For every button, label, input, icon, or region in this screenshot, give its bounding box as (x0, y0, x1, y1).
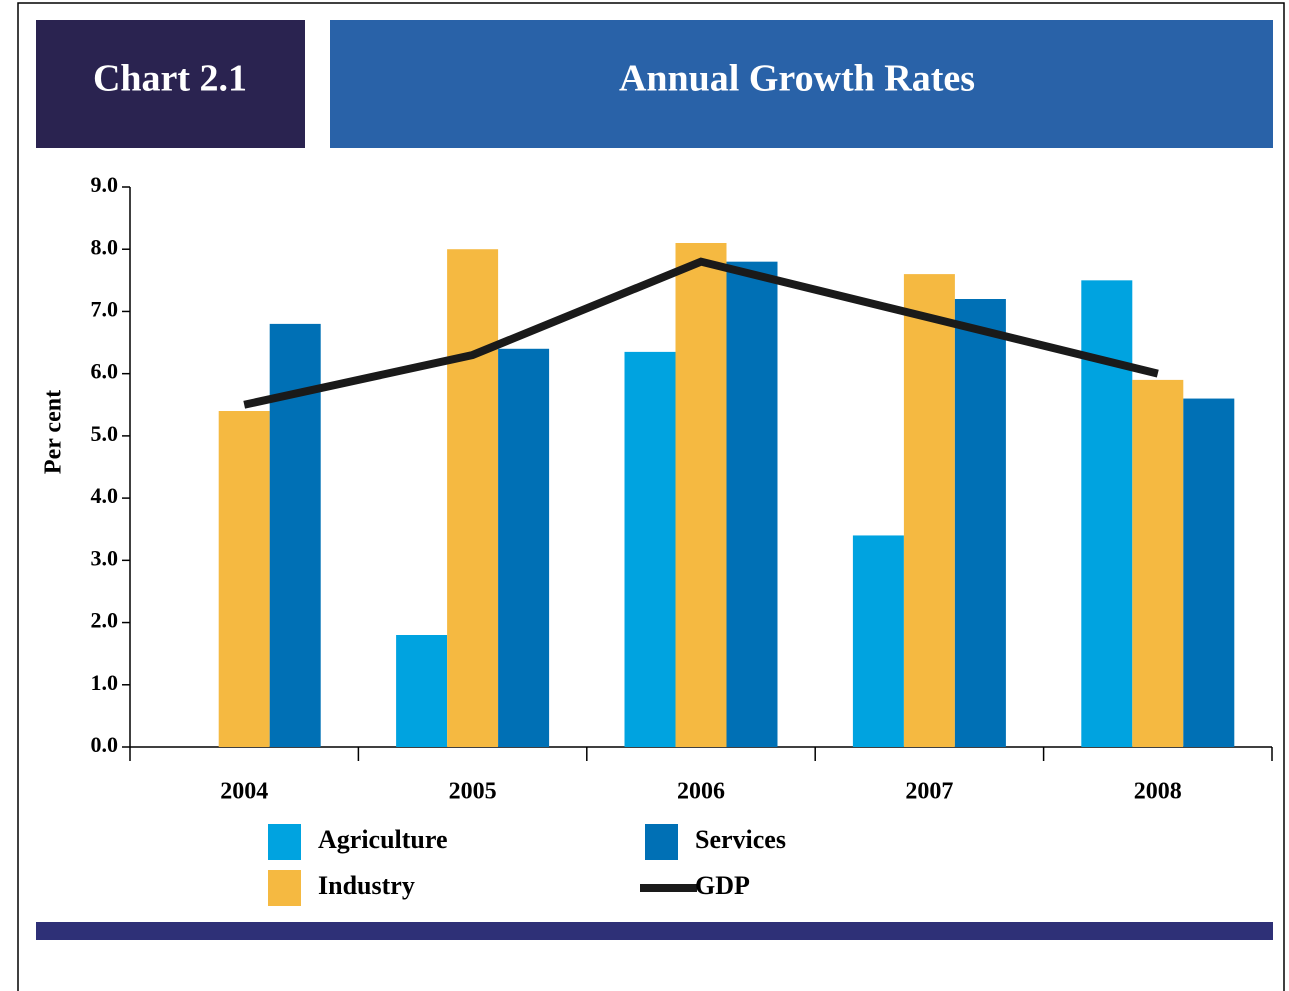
y-tick-label: 3.0 (91, 545, 119, 570)
legend-swatch (645, 824, 678, 860)
y-tick-label: 6.0 (91, 359, 119, 384)
legend-swatch (640, 884, 697, 892)
y-tick-label: 7.0 (91, 296, 119, 321)
x-tick-label: 2005 (449, 779, 497, 805)
y-tick-label: 9.0 (91, 172, 119, 197)
y-tick-label: 0.0 (91, 732, 119, 757)
bar (726, 261, 778, 747)
bar (396, 635, 448, 747)
legend-label: Agriculture (318, 825, 448, 854)
chart-title: Annual Growth Rates (619, 58, 975, 100)
legend-swatch (268, 824, 301, 860)
y-axis-label: Per cent (41, 390, 67, 474)
x-tick-label: 2008 (1134, 779, 1182, 805)
bar (903, 274, 955, 747)
y-tick-label: 5.0 (91, 421, 119, 446)
y-tick-label: 2.0 (91, 608, 119, 633)
bar (1132, 379, 1184, 747)
frame (17, 2, 1285, 991)
y-tick-label: 4.0 (91, 483, 119, 508)
x-tick-label: 2004 (220, 779, 268, 805)
bar (852, 535, 904, 747)
bar (1081, 280, 1133, 747)
bar (1183, 398, 1235, 747)
chart-label: Chart 2.1 (93, 58, 247, 100)
footer-bar (36, 922, 1273, 940)
legend-label: Services (695, 825, 786, 854)
y-tick-label: 1.0 (91, 670, 119, 695)
bar (954, 299, 1006, 747)
bar (218, 411, 270, 747)
line (243, 257, 1159, 409)
title-box (330, 20, 1273, 148)
bar (498, 348, 550, 747)
bar (675, 243, 727, 747)
x-tick-label: 2007 (905, 779, 953, 805)
label-box (36, 20, 305, 148)
legend-swatch (268, 870, 301, 906)
bar (624, 351, 676, 747)
y-tick-label: 8.0 (91, 234, 119, 259)
x-tick-label: 2006 (677, 779, 725, 805)
legend-label: GDP (695, 871, 750, 900)
legend-label: Industry (318, 871, 415, 900)
bar (447, 249, 499, 747)
